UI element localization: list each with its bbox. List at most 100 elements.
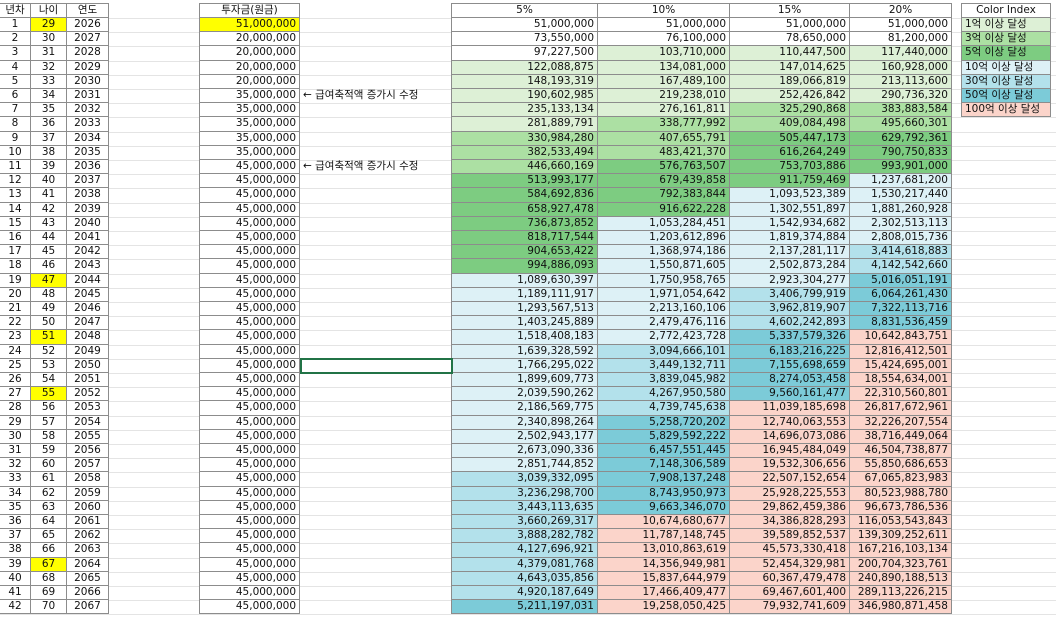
cell: 122,088,875 [451, 59, 598, 75]
cell: 1,093,523,389 [729, 187, 850, 203]
cell: 2,923,304,277 [729, 272, 850, 288]
cell: 58 [30, 428, 67, 444]
cell: 38 [0, 542, 31, 558]
cell: 1,899,609,773 [451, 372, 598, 388]
cell: 42 [0, 599, 31, 615]
cell: 37 [30, 130, 67, 146]
cell: 1,203,612,896 [597, 230, 730, 246]
cell: 382,533,494 [451, 144, 598, 160]
cell: 67,065,823,983 [849, 471, 952, 487]
cell: 55 [30, 386, 67, 402]
cell: 35 [0, 499, 31, 515]
cell: 25 [0, 357, 31, 373]
cell: 2031 [66, 88, 109, 104]
cell: 9,663,346,070 [597, 499, 730, 515]
cell: 45,000,000 [199, 400, 300, 416]
cell: 51,000,000 [729, 17, 850, 33]
header-cell: 10% [597, 3, 730, 19]
cell: 338,777,992 [597, 116, 730, 132]
cell: 35,000,000 [199, 116, 300, 132]
cell: 45,000,000 [199, 556, 300, 572]
cell: 45,000,000 [199, 386, 300, 402]
cell: 3 [0, 45, 31, 61]
cell: 19,258,050,425 [597, 599, 730, 615]
cell: 57 [30, 414, 67, 430]
cell: 2026 [66, 17, 109, 33]
cell: 55,850,686,653 [849, 457, 952, 473]
cell: 1,971,054,642 [597, 286, 730, 302]
cell: 1,819,374,884 [729, 230, 850, 246]
header-cell: 5% [451, 3, 598, 19]
color-index-entry: 3억 이상 달성 [961, 31, 1051, 47]
cell: 7 [0, 102, 31, 118]
cell: 3,414,618,883 [849, 244, 952, 260]
cell: 16,945,484,049 [729, 443, 850, 459]
cell: 51,000,000 [849, 17, 952, 33]
cell: 45,000,000 [199, 372, 300, 388]
cell: 792,383,844 [597, 187, 730, 203]
cell: 2037 [66, 173, 109, 189]
cell: 289,113,226,215 [849, 585, 952, 601]
cell: 2,808,015,736 [849, 230, 952, 246]
cell: 5,337,579,326 [729, 329, 850, 345]
cell: 24 [0, 343, 31, 359]
cell: 3,406,799,919 [729, 286, 850, 302]
cell: 29 [0, 414, 31, 430]
cell: 35 [30, 102, 67, 118]
cell: 2,137,281,117 [729, 244, 850, 260]
cell: 40 [0, 570, 31, 586]
cell: 38,716,449,064 [849, 428, 952, 444]
cell: 3,839,045,982 [597, 372, 730, 388]
cell: 69,467,601,400 [729, 585, 850, 601]
cell: 790,750,833 [849, 144, 952, 160]
cell: 65 [30, 528, 67, 544]
cell: 45,000,000 [199, 301, 300, 317]
cell: 10 [0, 144, 31, 160]
cell: 12,816,412,501 [849, 343, 952, 359]
cell: 38 [30, 144, 67, 160]
cell: 2058 [66, 471, 109, 487]
cell: 330,984,280 [451, 130, 598, 146]
cell: 20,000,000 [199, 73, 300, 89]
cell: 2052 [66, 386, 109, 402]
color-index-title: Color Index [961, 3, 1051, 19]
selected-cell[interactable] [300, 357, 453, 374]
cell: 51 [30, 329, 67, 345]
cell: 45 [30, 244, 67, 260]
cell: 2066 [66, 585, 109, 601]
cell: 3,888,282,782 [451, 528, 598, 544]
cell: 13 [0, 187, 31, 203]
cell: 8,274,053,458 [729, 372, 850, 388]
cell: 994,886,093 [451, 258, 598, 274]
cell: 69 [30, 585, 67, 601]
cell: 34,386,828,293 [729, 514, 850, 530]
cell: 1,293,567,513 [451, 301, 598, 317]
cell: 20,000,000 [199, 59, 300, 75]
cell: 35,000,000 [199, 102, 300, 118]
cell: 45,000,000 [199, 428, 300, 444]
cell: 993,901,000 [849, 159, 952, 175]
cell: 2062 [66, 528, 109, 544]
cell: 45,000,000 [199, 159, 300, 175]
cell: 45,000,000 [199, 187, 300, 203]
cell: 4,643,035,856 [451, 570, 598, 586]
cell: 2,186,569,775 [451, 400, 598, 416]
cell: 189,066,819 [729, 73, 850, 89]
cell: 6,064,261,430 [849, 286, 952, 302]
cell: 2029 [66, 59, 109, 75]
cell: 45,000,000 [199, 201, 300, 217]
cell: 407,655,791 [597, 130, 730, 146]
color-index-entry: 30억 이상 달성 [961, 73, 1051, 89]
cell: 2030 [66, 73, 109, 89]
cell: 45,000,000 [199, 570, 300, 586]
cell: 2059 [66, 485, 109, 501]
cell: 346,980,871,458 [849, 599, 952, 615]
cell: 117,440,000 [849, 45, 952, 61]
header-cell: 15% [729, 3, 850, 19]
cell: 7,908,137,248 [597, 471, 730, 487]
cell: 62 [30, 485, 67, 501]
cell: 1,750,958,765 [597, 272, 730, 288]
cell: 911,759,469 [729, 173, 850, 189]
cell: 14,696,073,086 [729, 428, 850, 444]
cell: 10,642,843,751 [849, 329, 952, 345]
